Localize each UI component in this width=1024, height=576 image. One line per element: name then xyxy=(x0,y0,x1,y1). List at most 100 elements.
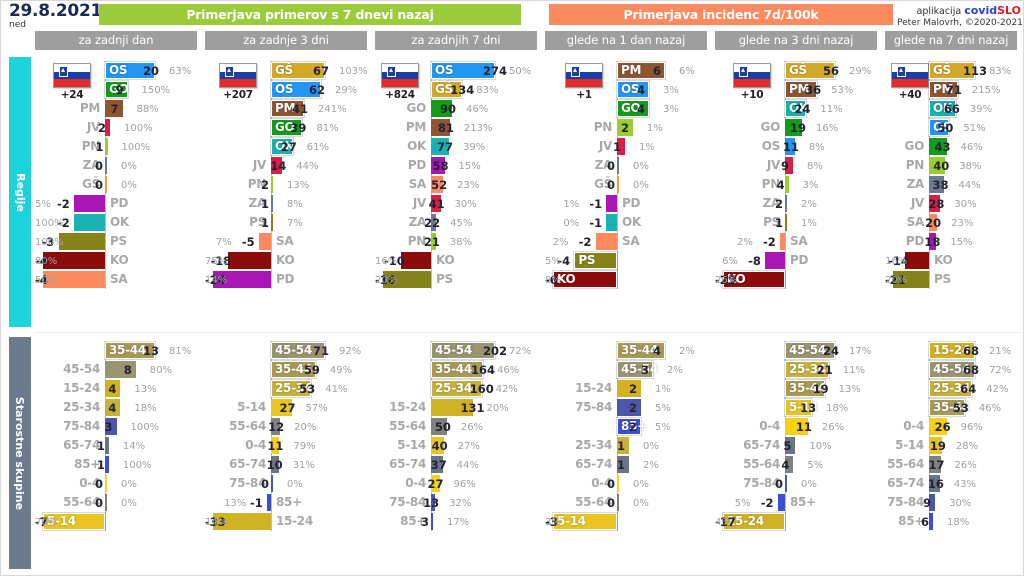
bar-label: 25-34 xyxy=(933,381,970,395)
bar-value: 67 xyxy=(313,64,330,78)
bar-value: 21 xyxy=(423,235,440,249)
bar-value: -8 xyxy=(748,254,761,268)
bar-value: -14 xyxy=(888,254,909,268)
bar-label: 5-14 xyxy=(895,438,924,452)
slovenia-flag-icon xyxy=(53,63,91,88)
tab-3[interactable]: glede na 1 dan nazaj xyxy=(545,31,707,50)
bar-percent: 63% xyxy=(169,66,192,77)
bar-percent: 45% xyxy=(450,218,473,229)
bar-label: GO xyxy=(275,120,295,134)
bar-percent: 20% xyxy=(375,275,398,286)
bar-value: -4 xyxy=(557,254,571,268)
tab-2[interactable]: za zadnjih 7 dni xyxy=(375,31,537,50)
bar-label: 35-44 xyxy=(621,343,658,357)
bar-label: KO xyxy=(276,253,295,267)
chart-panel-age-3: 35-44 4 2% 45-54 3 2% 15-24 2 1% 75-84 2 5% 85+ 2 5% 25… xyxy=(545,341,711,567)
bar-value: 27 xyxy=(427,477,444,491)
bar xyxy=(431,214,437,231)
bar-value: 4 xyxy=(776,178,785,192)
bar-value: 1 xyxy=(261,216,270,230)
tab-0[interactable]: za zadnji dan xyxy=(35,31,197,50)
chart-panel-age-4: 45-54 24 17% 25-34 21 11% 35-44 19 13% 5-14 13 18% 0… xyxy=(715,341,881,567)
bar-value: 6 xyxy=(921,515,930,529)
chart-bar-row: KO -10 16% xyxy=(375,251,541,270)
chart-bar-row: JV 2 100% xyxy=(35,118,201,137)
bar xyxy=(271,138,293,155)
chart-bar-row: 5-14 13 18% xyxy=(715,398,881,417)
slovenia-flag-icon xyxy=(565,63,603,88)
chart-bar-row: GO 9 150% xyxy=(35,80,201,99)
bar-label: 85+ xyxy=(400,514,426,528)
bar-value: 17 xyxy=(928,458,945,472)
chart-bar-row: 75-84 13 32% xyxy=(375,493,541,512)
chart-bar-row: PD 58 15% xyxy=(375,156,541,175)
bar-percent: 5% xyxy=(655,422,671,433)
bar-label: OS xyxy=(621,82,640,96)
chart-bar-row: GŠ 113 83% xyxy=(885,61,1021,80)
chart-bar-row: 85+ -1 13% xyxy=(205,493,371,512)
chart-bar-row: 5-14 27 57% xyxy=(205,398,371,417)
bar xyxy=(929,342,975,359)
bar xyxy=(105,437,109,454)
tab-1[interactable]: za zadnje 3 dni xyxy=(205,31,367,50)
bar xyxy=(105,81,128,98)
bar-value: 9 xyxy=(115,83,124,97)
chart-bar-row: JV 1 1% xyxy=(545,137,711,156)
tab-5[interactable]: glede na 7 dni nazaj xyxy=(885,31,1017,50)
bar-label: PN xyxy=(81,139,101,153)
bar-label: ZA xyxy=(906,177,925,191)
bar xyxy=(431,119,450,136)
chart-bar-row: SA 20 23% xyxy=(885,213,1021,232)
bar-label: 15-24 xyxy=(727,514,764,528)
bar-percent: 0% xyxy=(287,479,303,490)
bar-percent: 5% xyxy=(35,199,51,210)
bar-label: JV xyxy=(766,158,780,172)
bar-percent: 43% xyxy=(953,479,977,490)
bar-value: 39 xyxy=(290,121,307,135)
bar-percent: 23% xyxy=(951,218,974,229)
bar-value: 1 xyxy=(96,439,105,453)
bar-percent: 3% xyxy=(802,180,819,191)
bar-label: 5-14 xyxy=(557,514,586,528)
bar-label: GŠ xyxy=(435,82,453,96)
bar-value: -5 xyxy=(241,235,255,249)
tab-label: glede na 1 dan nazaj xyxy=(566,33,686,47)
country-total-badge: +824 xyxy=(377,63,423,101)
chart-bar-row: 45-54 24 17% xyxy=(715,341,881,360)
bar xyxy=(105,494,107,511)
chart-bar-row: 35-44 53 46% xyxy=(885,398,1021,417)
bar-percent: 100% xyxy=(124,123,153,134)
bar-label: 5-14 xyxy=(47,514,76,528)
bar-value: 68 xyxy=(963,363,980,377)
tab-4[interactable]: glede na 3 dni nazaj xyxy=(715,31,877,50)
chart-bar-row: 35-44 164 46% xyxy=(375,360,541,379)
bar-value: 27 xyxy=(280,140,297,154)
bar-value: -16 xyxy=(375,273,396,287)
bar xyxy=(431,138,449,155)
zero-axis xyxy=(785,341,786,531)
bar-label: 85+ xyxy=(790,495,816,509)
bar-label: GŠ xyxy=(275,63,293,77)
chart-bar-row: PM 41 241% xyxy=(205,99,371,118)
bar xyxy=(929,380,973,397)
bar-percent: 7% xyxy=(215,237,232,248)
bar-label: OK xyxy=(933,101,952,115)
bar xyxy=(929,214,938,231)
bar xyxy=(431,513,433,530)
bar-value: 36 xyxy=(805,83,822,97)
bar-percent: 81% xyxy=(169,346,192,357)
bar-label: 35-44 xyxy=(789,381,826,395)
bar-label: SA xyxy=(790,234,808,248)
chart-bar-row: 75-84 3 100% xyxy=(35,417,201,436)
bar-value: 13 xyxy=(423,496,440,510)
bar-percent: 2% xyxy=(737,237,753,248)
zero-axis xyxy=(929,61,930,289)
bar xyxy=(431,380,482,397)
bar-percent: 1% xyxy=(655,384,671,395)
bar-value: 19 xyxy=(812,382,829,396)
bar-value: 202 xyxy=(483,344,508,358)
bar-value: 2 xyxy=(261,178,270,192)
bar-value: 1 xyxy=(95,140,104,154)
bar xyxy=(271,81,321,98)
section-divider xyxy=(35,332,1021,333)
